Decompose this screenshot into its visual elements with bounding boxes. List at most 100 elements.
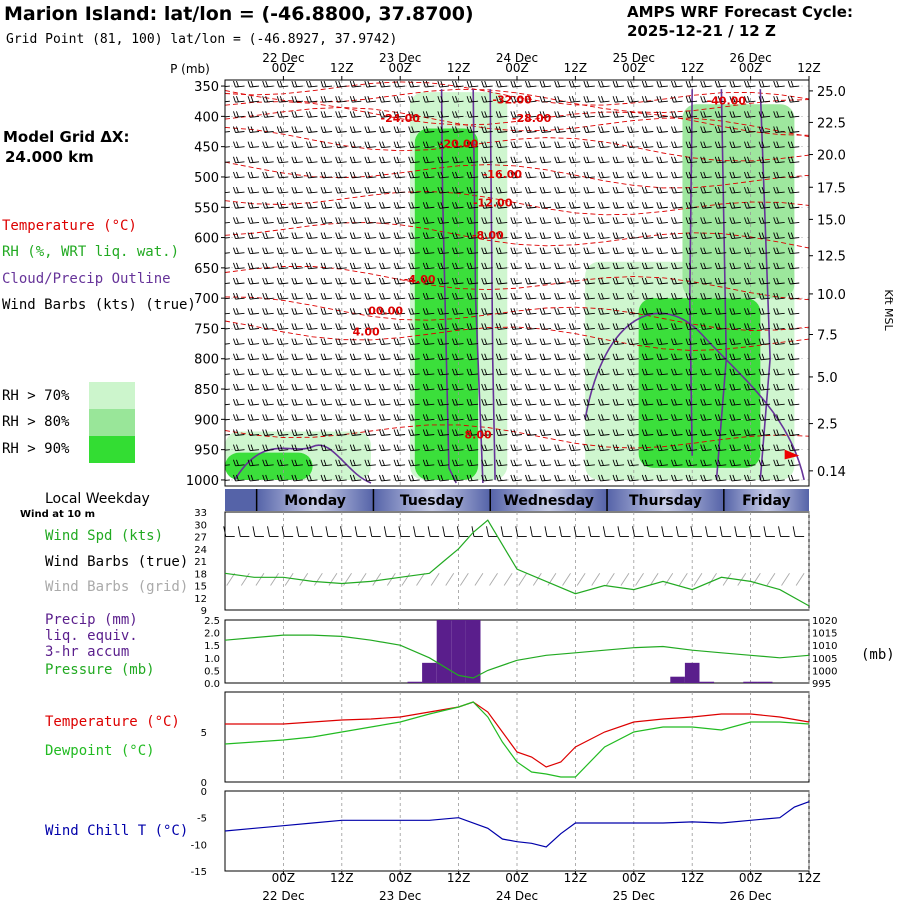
wind-barb-feather	[568, 293, 572, 300]
wind-barb	[233, 126, 245, 133]
wind-barb-feather	[568, 323, 572, 330]
wind-barb	[291, 308, 303, 315]
wind-barb	[671, 186, 683, 194]
wind-barb	[744, 111, 756, 118]
wind-barb	[714, 232, 727, 239]
wind-barb-feather	[338, 126, 342, 133]
wind-barb-shaft	[250, 267, 260, 270]
wind-barb-feather	[367, 293, 371, 299]
wind-barb	[510, 126, 522, 133]
wind-barb-feather	[291, 202, 295, 209]
wind-barb-feather	[382, 126, 385, 133]
wind-barb	[729, 293, 741, 300]
wind-barb	[700, 277, 712, 285]
wind-barb-feather	[452, 96, 455, 103]
pressure-tick-label: 400	[194, 110, 219, 125]
legend-swatch-rh80	[89, 409, 135, 436]
wind-barb-shaft	[615, 191, 625, 194]
wind-barb-feather	[615, 262, 619, 269]
wind-barb-shaft	[250, 191, 260, 194]
wind-barb-feather	[236, 277, 239, 284]
wind-barb	[233, 217, 245, 224]
wind-barb-feather	[425, 323, 429, 330]
wind-barb	[466, 232, 479, 239]
wind-barb-feather	[265, 308, 269, 315]
wind-barb	[510, 202, 522, 209]
wind-barb-shaft	[366, 267, 376, 270]
wind-barb-feather	[688, 126, 692, 133]
wind-barb	[262, 156, 274, 164]
wind-barb-feather	[758, 247, 762, 254]
legend-wind-chill: Wind Chill T (°C)	[45, 823, 189, 839]
wind-barb-feather	[247, 111, 251, 118]
wind-barb	[714, 308, 727, 315]
wind-barb-feather	[367, 80, 371, 87]
wind-barb-feather	[338, 247, 342, 254]
wind-barb-feather	[714, 156, 718, 163]
wind-barb-shaft	[250, 282, 260, 285]
wind-barb-shaft	[396, 282, 406, 285]
wind-barb-feather	[250, 141, 254, 148]
wind-barb-feather	[787, 141, 791, 148]
wind-barb	[700, 293, 712, 300]
wind-barb-feather	[367, 247, 371, 254]
wind-barb	[291, 217, 303, 224]
wind-barb	[539, 141, 552, 149]
wind-barb-feather	[601, 308, 604, 315]
wind-barb-feather	[732, 202, 736, 209]
cloud-outline	[234, 444, 372, 484]
wind-barb	[437, 171, 449, 179]
wind-barb	[335, 111, 347, 118]
wind-barb-feather	[469, 141, 473, 148]
pressure-tick-label: 450	[194, 141, 219, 156]
wind-barb-feather	[425, 156, 429, 163]
height-axis-label: Kft MSL	[882, 289, 895, 331]
wind-barb-feather	[758, 126, 762, 133]
wind-barb-shaft	[571, 297, 581, 300]
wind-barb	[408, 262, 420, 270]
wind-barb-shaft	[293, 176, 303, 179]
wind-barb-shaft	[556, 252, 566, 255]
wind-barb-shaft	[629, 312, 639, 315]
wind-barb	[276, 96, 289, 103]
wind-barb	[554, 247, 566, 255]
wind-barb-feather	[714, 247, 718, 254]
wind-barb-feather	[320, 232, 324, 239]
wind-barb-feather	[309, 186, 312, 193]
wind-barb-shaft	[235, 221, 245, 224]
wind-barb-feather	[408, 202, 412, 209]
wind-barb-feather	[320, 277, 324, 285]
wind-barb-feather	[571, 141, 575, 148]
wind-barb-feather	[528, 96, 531, 103]
wind-barb	[262, 338, 274, 346]
wind-barb-feather	[437, 80, 441, 88]
wind-barb	[233, 338, 245, 346]
wind-barb	[495, 171, 508, 179]
wind-barb-shaft	[337, 191, 347, 194]
wind-barb	[437, 262, 449, 270]
wind-barb-feather	[466, 277, 470, 285]
wind-barb-feather	[279, 141, 283, 148]
wind-barb-shaft	[615, 115, 625, 118]
temperature-contour-label: -24.00	[381, 112, 421, 125]
wind-barb-feather	[571, 126, 575, 133]
wind-barb-feather	[714, 171, 718, 179]
wind-barb-feather	[379, 323, 382, 330]
wind-barb-shaft	[250, 343, 260, 346]
wind-barb-shaft	[629, 328, 639, 330]
wind-barb	[335, 338, 347, 346]
wind-barb-feather	[367, 111, 371, 118]
wind-barb-feather	[685, 141, 689, 148]
wind-barb	[744, 247, 756, 255]
wind-barb	[276, 232, 289, 239]
wind-barb-shaft	[454, 131, 464, 133]
wind-barb-feather	[586, 293, 590, 299]
wind-barb-shaft	[293, 297, 303, 300]
wind-barb-shaft	[527, 267, 537, 270]
wind-barb-shaft	[308, 267, 318, 270]
wind-barb	[539, 156, 552, 164]
wind-barb-feather	[688, 293, 692, 299]
wind-barb-feather	[469, 262, 473, 269]
wind-barb-feather	[294, 141, 298, 148]
wind-barb-feather	[612, 323, 616, 330]
